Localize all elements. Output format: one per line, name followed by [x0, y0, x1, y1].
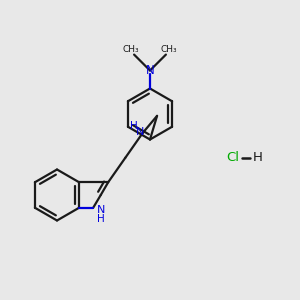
Text: N: N [136, 127, 145, 137]
Text: H: H [253, 151, 262, 164]
Text: CH₃: CH₃ [160, 45, 177, 54]
Text: H: H [97, 214, 105, 224]
Text: N: N [97, 205, 105, 215]
Text: N: N [146, 64, 154, 77]
Text: CH₃: CH₃ [123, 45, 140, 54]
Text: H: H [130, 121, 137, 131]
Text: Cl: Cl [226, 151, 239, 164]
